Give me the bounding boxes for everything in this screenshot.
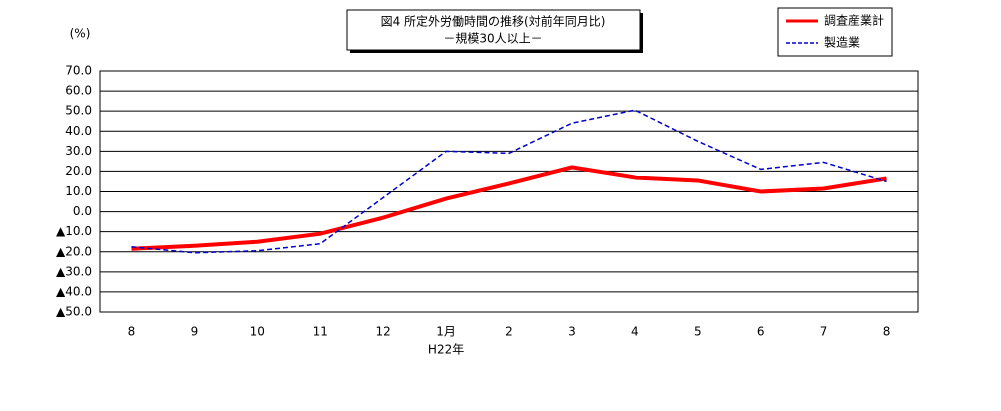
x-tick-label: 8 (128, 325, 136, 339)
x-tick-label: 1月 (436, 325, 456, 339)
chart-title: 図4 所定外労働時間の推移(対前年同月比) (381, 14, 606, 29)
x-tick-label: 2 (505, 325, 513, 339)
y-tick-label: 70.0 (65, 64, 92, 78)
x-tick-label: 5 (694, 325, 702, 339)
series-line (131, 109, 887, 254)
x-tick-label: 6 (757, 325, 765, 339)
y-axis-label: (%) (70, 27, 91, 41)
x-tick-note: H22年 (428, 343, 464, 357)
y-tick-label: ▲40.0 (56, 284, 92, 298)
y-tick-label: 20.0 (65, 164, 92, 178)
y-tick-label: 30.0 (65, 144, 92, 158)
x-tick-label: 7 (820, 325, 828, 339)
y-tick-label: ▲30.0 (56, 264, 92, 278)
x-tick-label: 9 (191, 325, 199, 339)
x-tick-label: 8 (883, 325, 891, 339)
y-tick-label: ▲20.0 (56, 244, 92, 258)
x-tick-label: 10 (250, 325, 265, 339)
legend-label: 調査産業計 (824, 13, 884, 28)
x-tick-label: 4 (631, 325, 639, 339)
chart-subtitle: －規模30人以上－ (443, 31, 542, 46)
title-box (346, 9, 641, 51)
legend-box (777, 7, 893, 57)
y-tick-label: 0.0 (73, 204, 92, 218)
x-tick-label: 3 (568, 325, 576, 339)
y-tick-label: 60.0 (65, 84, 92, 98)
series-line (131, 165, 887, 251)
y-tick-label: ▲50.0 (56, 305, 92, 319)
y-tick-label: ▲10.0 (56, 224, 92, 238)
x-tick-label: 11 (313, 325, 328, 339)
y-tick-label: 10.0 (65, 184, 92, 198)
y-tick-label: 40.0 (65, 124, 92, 138)
x-tick-label: 12 (376, 325, 391, 339)
y-tick-label: 50.0 (65, 104, 92, 118)
legend-label: 製造業 (824, 36, 860, 50)
